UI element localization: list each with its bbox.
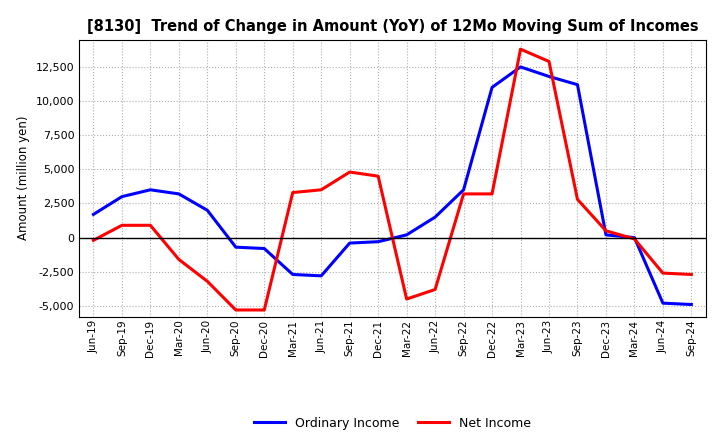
Ordinary Income [317,273,325,279]
Ordinary Income [174,191,183,197]
Net Income [317,187,325,192]
Net Income [146,223,155,228]
Y-axis label: Amount (million yen): Amount (million yen) [17,116,30,240]
Ordinary Income [232,245,240,250]
Net Income [346,169,354,175]
Net Income [659,271,667,276]
Net Income [459,191,468,197]
Ordinary Income [260,246,269,251]
Line: Net Income: Net Income [94,49,691,310]
Ordinary Income [346,240,354,246]
Net Income [289,190,297,195]
Net Income [687,272,696,277]
Net Income [545,59,554,64]
Title: [8130]  Trend of Change in Amount (YoY) of 12Mo Moving Sum of Incomes: [8130] Trend of Change in Amount (YoY) o… [86,19,698,34]
Ordinary Income [146,187,155,192]
Net Income [174,257,183,262]
Net Income [232,307,240,312]
Ordinary Income [402,232,411,238]
Net Income [203,279,212,284]
Net Income [431,287,439,292]
Ordinary Income [289,272,297,277]
Line: Ordinary Income: Ordinary Income [94,67,691,304]
Ordinary Income [516,64,525,70]
Ordinary Income [659,301,667,306]
Net Income [602,228,611,233]
Ordinary Income [431,214,439,220]
Net Income [89,238,98,243]
Ordinary Income [487,85,496,90]
Net Income [630,236,639,242]
Ordinary Income [459,187,468,192]
Ordinary Income [602,232,611,238]
Ordinary Income [89,212,98,217]
Ordinary Income [203,208,212,213]
Net Income [402,297,411,302]
Net Income [573,197,582,202]
Net Income [516,47,525,52]
Net Income [487,191,496,197]
Net Income [117,223,126,228]
Ordinary Income [687,302,696,307]
Net Income [260,307,269,312]
Legend: Ordinary Income, Net Income: Ordinary Income, Net Income [248,412,536,435]
Ordinary Income [573,82,582,87]
Net Income [374,173,382,179]
Ordinary Income [545,74,554,79]
Ordinary Income [374,239,382,244]
Ordinary Income [117,194,126,199]
Ordinary Income [630,235,639,240]
